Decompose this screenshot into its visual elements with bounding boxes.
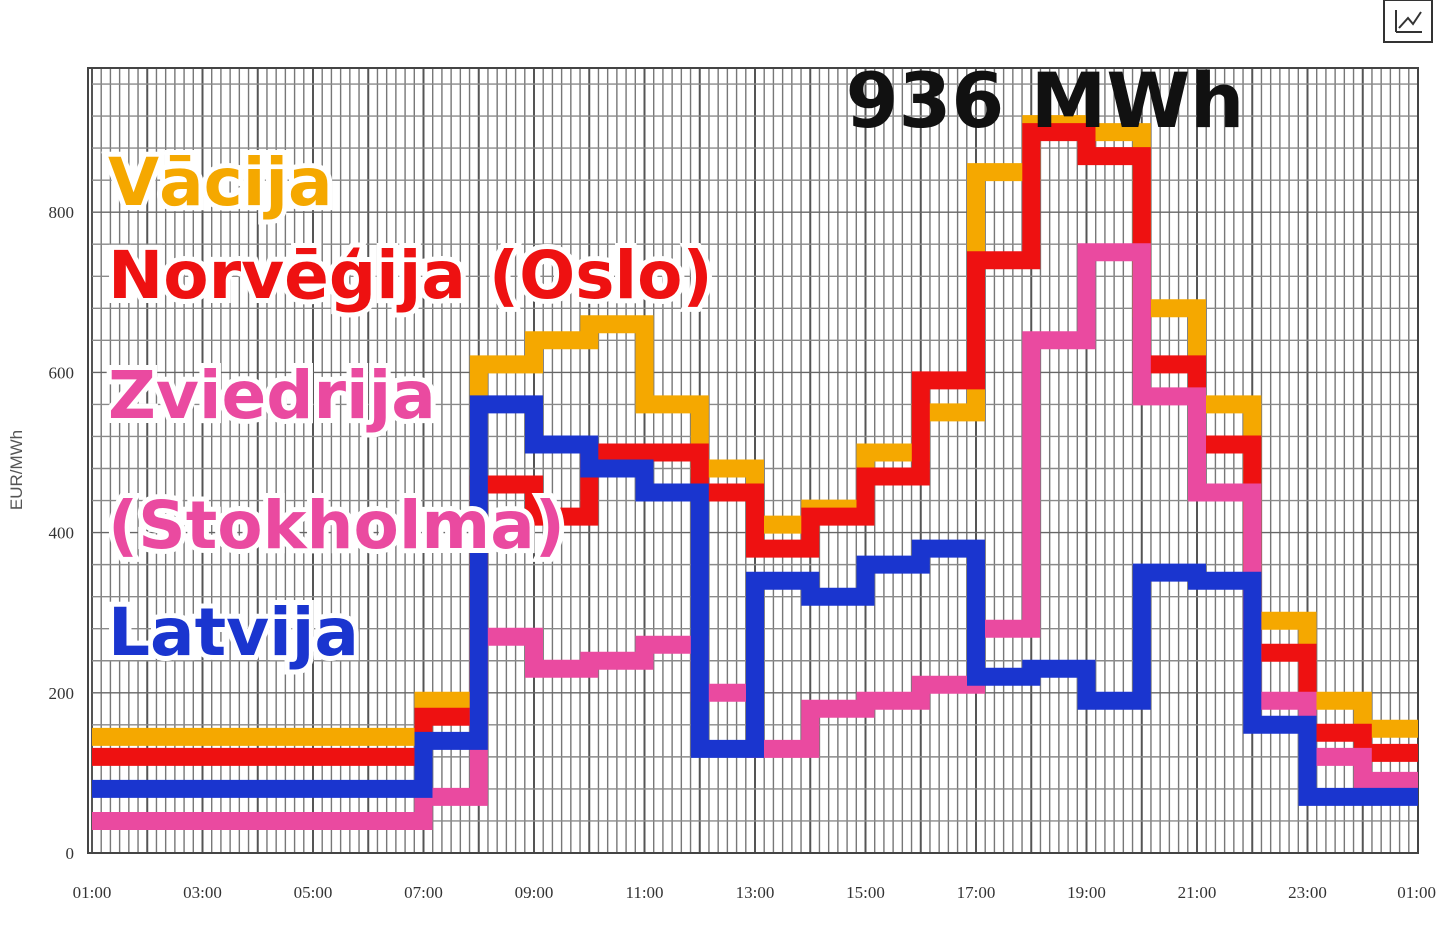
series-group: [92, 115, 1418, 830]
series-line-2: [92, 123, 1418, 766]
x-tick-label: 03:00: [183, 883, 222, 902]
x-tick-label: 01:00: [73, 883, 112, 902]
x-tick-label: 19:00: [1067, 883, 1106, 902]
y-tick-label: 200: [49, 684, 75, 703]
legend-entry: Norvēģija (Oslo): [108, 237, 713, 314]
y-tick-label: 800: [49, 203, 75, 222]
plot-frame: [87, 67, 1419, 854]
x-tick-label: 07:00: [404, 883, 443, 902]
series-line-4: [92, 395, 1418, 806]
y-ticks: 0 200 400 600 800: [49, 203, 75, 863]
legend-entry: Zviedrija: [108, 357, 436, 434]
x-tick-label: 21:00: [1178, 883, 1217, 902]
x-tick-label: 13:00: [736, 883, 775, 902]
chart-title: 936 MWh: [846, 56, 1245, 145]
y-axis-label: EUR/MWh: [7, 430, 26, 510]
legend-entry: Latvija: [108, 594, 359, 671]
x-ticks: 01:00 03:00 05:00 07:00 09:00 11:00 13:00 15:00…: [73, 883, 1436, 902]
legend-entry: Vācija: [108, 144, 333, 221]
legend-entry: (Stokholma): [108, 487, 565, 564]
legend: Vācija Norvēģija (Oslo) Zviedrija (Stokholm…: [103, 139, 718, 676]
x-tick-label: 17:00: [957, 883, 996, 902]
x-tick-label: 09:00: [515, 883, 554, 902]
y-tick-label: 600: [49, 363, 75, 382]
x-tick-label: 01:00: [1397, 883, 1436, 902]
x-tick-label: 15:00: [846, 883, 885, 902]
x-tick-label: 23:00: [1288, 883, 1327, 902]
y-tick-label: 400: [49, 524, 75, 543]
x-tick-label: 11:00: [625, 883, 663, 902]
x-tick-label: 05:00: [294, 883, 333, 902]
chart-icon[interactable]: [1383, 0, 1433, 43]
y-tick-label: 0: [66, 844, 75, 863]
